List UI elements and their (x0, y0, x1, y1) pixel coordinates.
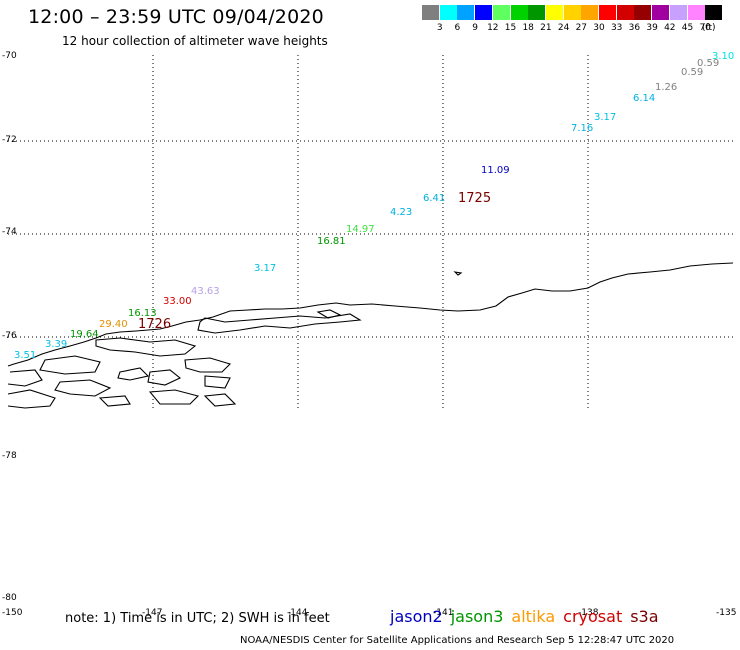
color-swatch (528, 5, 546, 20)
color-scale-label: 30 (593, 23, 605, 33)
island (117, 367, 150, 381)
color-swatch (669, 5, 687, 20)
swh-value: 6.14 (633, 93, 656, 104)
swh-value: 0.59 (681, 67, 704, 78)
swh-value: 7.16 (571, 123, 594, 134)
note-text: note: 1) Time is in UTC; 2) SWH is in fe… (65, 611, 330, 626)
page-title: 12:00 – 23:59 UTC 09/04/2020 (28, 6, 324, 28)
color-scale-label: 33 (610, 23, 623, 33)
lon-label: -150 (2, 608, 23, 618)
island (203, 393, 237, 407)
color-scale-unit: (ft) (702, 23, 716, 33)
lon-label: -138 (578, 608, 599, 618)
lat-label: -76 (2, 331, 17, 341)
color-scale-label: 42 (664, 23, 676, 33)
legend-item-jason3: jason3 (450, 607, 504, 626)
color-swatch (705, 5, 723, 20)
island (7, 389, 56, 409)
graticule (8, 55, 733, 408)
island (98, 395, 131, 407)
color-scale-label: 27 (575, 23, 588, 33)
island (147, 369, 182, 386)
island (95, 337, 197, 357)
swh-value: 16.81 (317, 236, 346, 247)
color-swatch (599, 5, 616, 20)
color-swatch (634, 5, 652, 20)
color-scale-label: 36 (628, 23, 641, 33)
color-scale-label: 39 (646, 23, 658, 33)
lat-label: -74 (2, 227, 17, 237)
color-swatch (563, 5, 581, 20)
swh-value: 43.63 (191, 286, 220, 297)
color-swatch (475, 5, 493, 20)
legend-item-s3a: s3a (630, 607, 659, 626)
coastline-inner (197, 313, 362, 334)
color-scale-label: 9 (472, 23, 478, 33)
swh-value: 29.40 (99, 319, 128, 330)
swh-value: 14.97 (346, 224, 375, 235)
swh-value: 3.17 (254, 263, 277, 274)
lat-label: -80 (2, 593, 17, 603)
legend-item-altika: altika (511, 607, 556, 626)
swh-value: 1.26 (655, 82, 678, 93)
swh-value: 0.59 (697, 58, 720, 69)
color-scale-label: 21 (540, 23, 552, 33)
color-swatch (457, 5, 475, 20)
lon-label: -135 (716, 608, 737, 618)
color-swatch (652, 5, 670, 20)
swh-value: 16.13 (128, 308, 157, 319)
island (184, 357, 232, 373)
lon-label: -147 (142, 608, 163, 618)
legend-item-jason2: jason2 (390, 607, 443, 626)
coastline (7, 262, 734, 409)
lat-label: -72 (2, 135, 17, 145)
color-swatch (439, 5, 457, 20)
swh-value: 6.41 (423, 193, 446, 204)
swh-value: 3.51 (14, 350, 37, 361)
color-scale-label: 18 (522, 23, 534, 33)
island (54, 379, 112, 397)
island (316, 309, 342, 319)
color-swatch (545, 5, 563, 20)
swh-value: 33.00 (163, 296, 192, 307)
swh-value: 3.17 (594, 112, 617, 123)
color-scale-label: 45 (681, 23, 694, 33)
island (204, 375, 231, 389)
time-tag: 1725 (458, 191, 492, 206)
island (39, 355, 101, 375)
lat-label: -78 (2, 451, 17, 461)
swh-value: 3.39 (45, 339, 68, 350)
lat-label: -70 (2, 51, 17, 61)
footer-credit: NOAA/NESDIS Center for Satellite Applica… (240, 635, 675, 646)
color-scale-label: 24 (557, 23, 570, 33)
swh-value: 11.09 (481, 165, 510, 176)
lon-label: -144 (287, 608, 308, 618)
color-scale-label: 6 (454, 23, 461, 33)
island (453, 271, 463, 276)
color-swatch (422, 5, 439, 20)
coastline-main (7, 262, 734, 367)
page-subtitle: 12 hour collection of altimeter wave hei… (62, 34, 328, 48)
swh-value: 3.10 (712, 51, 735, 62)
color-swatch (510, 5, 528, 20)
color-swatch (581, 5, 599, 20)
time-tag: 1726 (138, 317, 172, 332)
color-swatch (492, 5, 510, 20)
color-scale-label: 15 (504, 23, 517, 33)
swh-value: 4.23 (390, 207, 413, 218)
color-scale-label: 70 (699, 23, 711, 33)
satellite-legend: jason2 jason3 altika cryosat s3a (390, 607, 667, 626)
legend-item-cryosat: cryosat (563, 607, 623, 626)
lon-label: -141 (433, 608, 454, 618)
swh-value: 19.64 (70, 329, 99, 340)
island (7, 369, 43, 387)
color-scale-label: 3 (436, 23, 443, 33)
island (148, 389, 200, 405)
color-swatch (687, 5, 705, 20)
color-scale-label: 12 (487, 23, 499, 33)
color-swatch (616, 5, 634, 20)
